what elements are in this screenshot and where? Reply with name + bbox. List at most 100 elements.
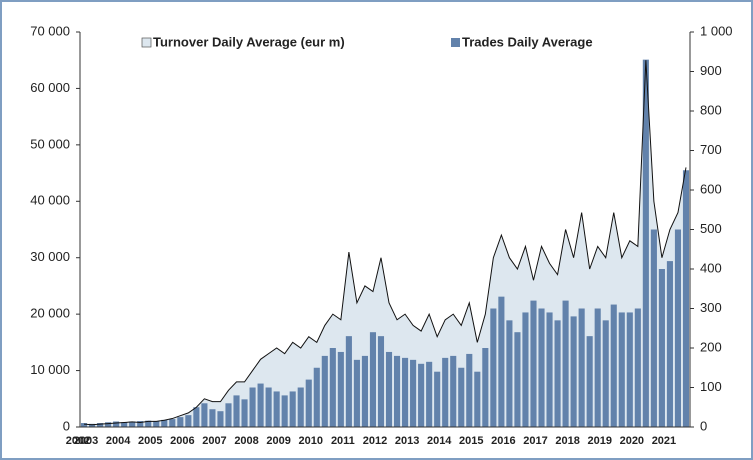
x-tick-label: 2010 [299,435,323,447]
bar [618,312,625,427]
bar [201,403,208,427]
y2-tick-label: 400 [700,260,722,275]
x-tick-label: 2008 [234,435,258,447]
bar [530,300,537,427]
bar [626,312,633,427]
bar [97,423,104,427]
bar [482,348,489,427]
bar [161,419,168,427]
y2-tick-label: 900 [700,63,722,78]
y2-tick-label: 500 [700,221,722,236]
x-tick-label: 2007 [202,435,226,447]
bar [393,355,401,427]
bar [514,332,521,427]
y-tick-label: 10 000 [30,362,70,377]
bar [249,387,256,427]
x-tick-label: 2021 [652,435,676,447]
bar [418,363,425,427]
y-tick-label: 50 000 [30,136,70,151]
area-line [83,60,687,426]
y-tick-label: 60 000 [30,80,70,95]
bar [177,417,184,427]
bar [265,387,272,427]
bar [281,395,288,427]
bar [329,348,336,427]
bar [321,355,328,427]
x-tick-label: 2002 [66,435,90,447]
bar [121,422,128,427]
x-tick-label: 2005 [138,435,162,447]
bar [377,336,385,427]
bar [361,355,368,427]
bar [426,361,433,427]
y2-tick-label: 1 000 [700,23,733,38]
y2-tick-label: 200 [700,339,722,354]
y2-tick-label: 700 [700,142,722,157]
bar [313,367,320,427]
x-tick-label: 2013 [395,435,419,447]
y2-tick-label: 300 [700,300,722,315]
bar [658,269,665,427]
x-tick-label: 2004 [106,435,131,447]
bar [634,308,641,427]
x-tick-label: 2017 [523,435,547,447]
x-tick-label: 2012 [363,435,387,447]
bar [217,411,224,427]
bar [522,312,529,427]
x-tick-label: 2003 [74,435,98,447]
x-tick-label: 2011 [331,435,355,447]
y-tick-label: 20 000 [30,306,70,321]
bar [610,304,617,427]
bar [498,296,505,427]
bar [642,59,649,428]
bar [185,415,192,427]
x-tick-label: 2015 [459,435,483,447]
bar [113,421,120,427]
bar [169,419,176,427]
bar [297,387,304,427]
bar [466,353,473,427]
bar [586,336,593,427]
bar [570,316,577,427]
bar [345,336,352,427]
bar [474,371,481,427]
y-tick-label: 0 [63,418,70,433]
bar [402,357,409,427]
bar [209,409,216,427]
bar [233,395,240,427]
bar [257,383,264,427]
bar [145,420,152,427]
bar [273,391,280,427]
x-tick-label: 2018 [555,435,579,447]
y-tick-label: 70 000 [30,23,70,38]
bar [562,300,569,427]
x-tick-label: 2016 [491,435,515,447]
bar [369,332,377,427]
bar [137,421,144,427]
bar [225,403,232,427]
bar [410,359,417,427]
bar [385,351,393,427]
bar [666,261,673,427]
bar [602,320,609,427]
y-tick-label: 30 000 [30,249,70,264]
bar [506,320,513,427]
x-tick-label: 2014 [427,435,452,447]
bar [193,407,200,427]
bar [554,320,561,427]
y2-tick-label: 0 [700,418,707,433]
bar [80,423,88,427]
y-tick-label: 40 000 [30,193,70,208]
legend-swatch [141,37,152,48]
legend-label: Trades Daily Average [462,34,593,49]
bar [129,421,136,427]
y2-tick-label: 800 [700,102,722,117]
bar [674,229,682,427]
bar [442,357,449,427]
x-tick-label: 2020 [620,435,644,447]
bar [353,359,360,427]
legend-label: Turnover Daily Average (eur m) [153,34,345,49]
bar [88,423,96,427]
bar [490,308,497,427]
